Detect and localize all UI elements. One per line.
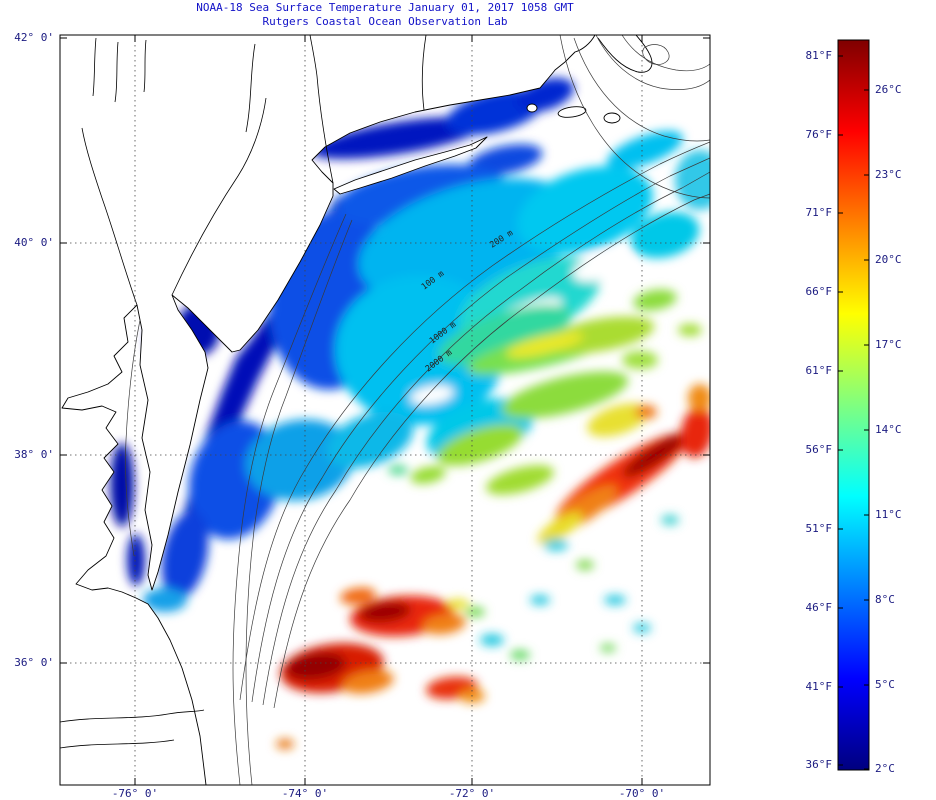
lat-tick-label: 38° 0'	[14, 448, 54, 461]
grid-lines	[60, 35, 710, 785]
colorbar-f-label: 36°F	[805, 758, 833, 771]
colorbar-ticks	[838, 55, 869, 770]
island	[603, 112, 621, 124]
colorbar-c-label: 8°C	[875, 593, 895, 606]
colorbar-f-label: 71°F	[805, 206, 833, 219]
colorbar-c-label: 17°C	[875, 338, 902, 351]
colorbar-gradient	[837, 39, 870, 771]
lon-tick-label: -70° 0'	[618, 787, 666, 800]
colorbar-c-label: 14°C	[875, 423, 902, 436]
colorbar-f-label: 51°F	[805, 522, 833, 535]
lon-tick-label: -74° 0'	[281, 787, 329, 800]
colorbar-f-label: 56°F	[805, 443, 833, 456]
lon-tick-label: -76° 0'	[111, 787, 159, 800]
figure-subtitle: Rutgers Coastal Ocean Observation Lab	[262, 15, 508, 28]
plot-frame	[59, 34, 711, 786]
lon-tick-label: -72° 0'	[448, 787, 496, 800]
colorbar-f-label: 61°F	[805, 364, 833, 377]
colorbar-f-label: 81°F	[805, 49, 833, 62]
lat-tick-label: 42° 0'	[14, 31, 54, 44]
island	[526, 103, 538, 113]
lat-tick-label: 40° 0'	[14, 236, 54, 249]
colorbar-c-label: 2°C	[875, 762, 895, 775]
colorbar-c-label: 5°C	[875, 678, 895, 691]
cape-cod	[597, 35, 653, 73]
mainland	[60, 35, 596, 785]
colorbar-f-label: 41°F	[805, 680, 833, 693]
colorbar-f-label: 46°F	[805, 601, 833, 614]
axis-ticks	[60, 35, 710, 785]
colorbar-f-label: 76°F	[805, 128, 833, 141]
colorbar-c-label: 11°C	[875, 508, 902, 521]
figure-title: NOAA-18 Sea Surface Temperature January …	[196, 1, 574, 14]
rivers	[60, 35, 427, 749]
colorbar-f-label: 66°F	[805, 285, 833, 298]
colorbar-c-label: 26°C	[875, 83, 902, 96]
coastline	[60, 35, 653, 785]
bathymetry-contours	[125, 35, 710, 785]
long-island	[333, 136, 488, 195]
colorbar-c-label: 23°C	[875, 168, 902, 181]
lat-tick-label: 36° 0'	[14, 656, 54, 669]
island	[557, 106, 587, 118]
colorbar-c-label: 20°C	[875, 253, 902, 266]
